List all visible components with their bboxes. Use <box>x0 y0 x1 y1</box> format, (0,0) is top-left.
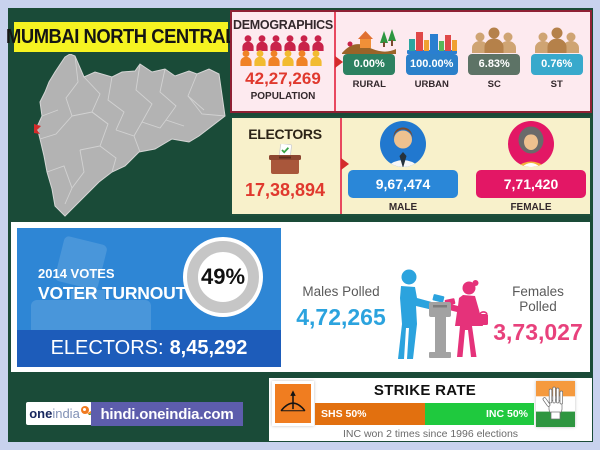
st-value-badge: 0.76% <box>530 54 583 75</box>
city-skyline-icon <box>406 32 457 54</box>
st-label: ST <box>550 79 563 90</box>
arrow-right-icon <box>341 158 349 170</box>
arrow-right-icon <box>335 56 343 68</box>
turnout-electors-label: ELECTORS: <box>50 337 164 359</box>
logo-text-india: india <box>52 406 114 421</box>
females-polled: Females Polled 3,73,027 <box>493 284 583 346</box>
strike-rate-bar: SHS 50% INC 50% <box>315 403 534 425</box>
female-avatar-icon <box>508 121 554 167</box>
sc-label: SC <box>487 79 501 90</box>
constituency-title: MUMBAI NORTH CENTRAL <box>6 22 236 52</box>
male-avatar-icon <box>380 121 426 167</box>
site-url-bar: hindi.oneindia.com <box>91 402 243 426</box>
shs-bar-segment: SHS 50% <box>315 403 425 425</box>
people-group-icon <box>472 27 517 53</box>
stat-urban: 100.00% URBAN <box>401 20 464 109</box>
males-polled: Males Polled 4,72,265 <box>296 284 386 331</box>
female-electors: 7,71,420 FEMALE <box>472 118 590 214</box>
congress-hand-flag-icon <box>536 381 575 427</box>
people-group-icon <box>534 27 579 53</box>
population-crowd-icon <box>240 35 324 66</box>
electors-panel: ELECTORS 17,38,894 <box>230 116 592 216</box>
stat-st: 0.76% ST <box>526 20 589 109</box>
rural-label: RURAL <box>352 79 386 90</box>
stat-rural: 0.00% RURAL <box>338 20 401 109</box>
green-background: MUMBAI NORTH CENTRAL <box>6 8 593 442</box>
site-url: hindi.oneindia.com <box>100 405 234 423</box>
strike-rate-heading: STRIKE RATE <box>373 382 477 399</box>
voters-at-ballot-box-icon <box>398 269 488 359</box>
urban-label: URBAN <box>414 79 449 90</box>
female-label: FEMALE <box>510 202 552 213</box>
demographics-heading: DEMOGRAPHICS <box>233 18 333 32</box>
electors-heading: ELECTORS <box>248 126 322 142</box>
turnout-percent-ring: 49% <box>187 241 259 313</box>
male-label: MALE <box>388 202 418 213</box>
demographics-panel: DEMOGRAPHICS 42,27,269 <box>230 10 592 113</box>
turnout-heading: VOTER TURNOUT <box>38 283 187 303</box>
district-borders <box>39 55 226 205</box>
males-polled-label: Males Polled <box>302 284 380 299</box>
turnout-year-label: 2014 VOTES <box>38 266 115 281</box>
male-electors: 9,67,474 MALE <box>344 118 462 214</box>
bow-and-arrow-icon <box>280 389 306 411</box>
oneindia-logo: one india <box>26 402 114 425</box>
population-label: POPULATION <box>250 91 316 102</box>
ballot-box-icon <box>269 144 301 174</box>
rural-landscape-icon <box>342 29 397 54</box>
turnout-percent-value: 49% <box>200 264 246 289</box>
constituency-marker <box>34 124 41 134</box>
turnout-electors-value: 8,45,292 <box>169 337 248 359</box>
demographics-summary: DEMOGRAPHICS 42,27,269 <box>232 12 334 111</box>
electors-total-value: 17,38,894 <box>244 180 326 200</box>
voter-turnout-panel: 2014 VOTES VOTER TURNOUT 49% ELECTORS: 8… <box>11 222 590 372</box>
stat-sc: 6.83% SC <box>463 20 526 109</box>
turnout-blue-card: 2014 VOTES VOTER TURNOUT 49% ELECTORS: 8… <box>17 228 281 367</box>
females-polled-label: Females Polled <box>512 284 564 314</box>
population-value: 42,27,269 <box>245 69 321 88</box>
inc-bar-segment: INC 50% <box>424 403 534 425</box>
inc-party-icon <box>536 381 575 427</box>
male-value-badge: 9,67,474 <box>348 170 458 198</box>
rural-value-badge: 0.00% <box>343 54 396 75</box>
females-polled-value: 3,73,027 <box>493 319 583 345</box>
sc-value-badge: 6.83% <box>468 54 521 75</box>
strike-rate-panel: STRIKE RATE SHS 50% INC 50% <box>269 378 592 441</box>
turnout-electors-bar: ELECTORS: 8,45,292 <box>17 330 281 367</box>
strike-rate-note: INC won 2 times since 1996 elections <box>342 428 519 440</box>
males-polled-value: 4,72,265 <box>296 304 386 330</box>
female-value-badge: 7,71,420 <box>476 170 586 198</box>
demographics-stats: 0.00% RURAL <box>338 20 588 109</box>
urban-value-badge: 100.00% <box>405 54 458 75</box>
shs-party-icon <box>272 381 314 426</box>
logo-text-one: one <box>29 406 53 421</box>
maharashtra-state-map <box>34 54 226 217</box>
logo-dot-icon <box>80 405 89 414</box>
constituency-title-text: MUMBAI NORTH CENTRAL <box>6 25 237 48</box>
